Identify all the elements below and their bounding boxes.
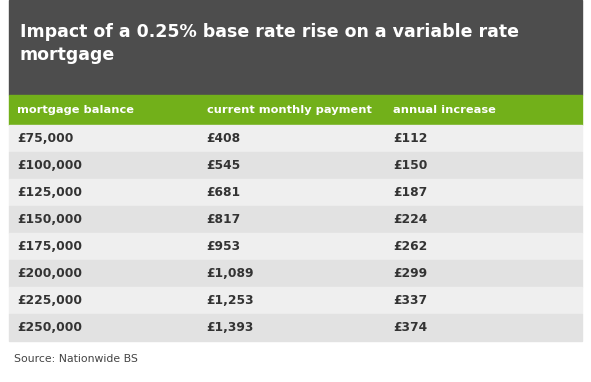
Text: £374: £374 xyxy=(393,321,427,334)
Text: current monthly payment: current monthly payment xyxy=(207,105,372,115)
Text: £408: £408 xyxy=(207,132,241,145)
Text: £100,000: £100,000 xyxy=(18,159,83,172)
Text: £250,000: £250,000 xyxy=(18,321,83,334)
Text: Source: Nationwide BS: Source: Nationwide BS xyxy=(14,354,138,364)
Text: £224: £224 xyxy=(393,213,427,226)
Text: £337: £337 xyxy=(393,294,427,307)
Text: Impact of a 0.25% base rate rise on a variable rate
mortgage: Impact of a 0.25% base rate rise on a va… xyxy=(20,23,518,64)
Text: mortgage balance: mortgage balance xyxy=(18,105,135,115)
Text: £150: £150 xyxy=(393,159,427,172)
Text: £200,000: £200,000 xyxy=(18,267,83,280)
Text: £187: £187 xyxy=(393,186,427,199)
Text: £953: £953 xyxy=(207,240,241,253)
Text: £175,000: £175,000 xyxy=(18,240,83,253)
Text: £1,253: £1,253 xyxy=(207,294,254,307)
Text: £681: £681 xyxy=(207,186,241,199)
Text: £817: £817 xyxy=(207,213,241,226)
Text: £125,000: £125,000 xyxy=(18,186,83,199)
Text: annual increase: annual increase xyxy=(393,105,496,115)
Text: £150,000: £150,000 xyxy=(18,213,83,226)
Text: £112: £112 xyxy=(393,132,427,145)
Text: £299: £299 xyxy=(393,267,427,280)
Text: £1,089: £1,089 xyxy=(207,267,254,280)
Text: £1,393: £1,393 xyxy=(207,321,254,334)
Text: £225,000: £225,000 xyxy=(18,294,83,307)
Text: £75,000: £75,000 xyxy=(18,132,74,145)
Text: £262: £262 xyxy=(393,240,427,253)
Text: £545: £545 xyxy=(207,159,241,172)
